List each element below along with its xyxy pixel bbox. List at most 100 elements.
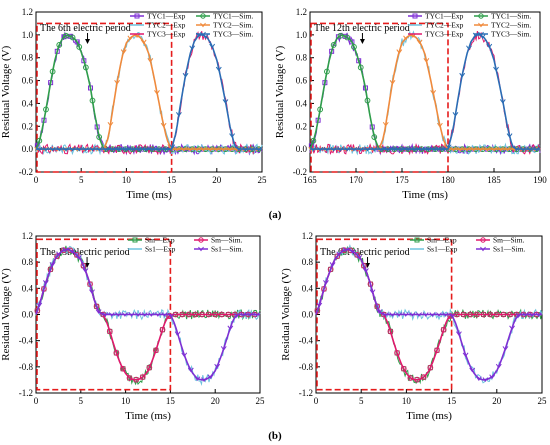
data-point [382,121,389,127]
data-point [400,365,407,372]
data-point [154,312,161,317]
data-point [403,35,409,41]
x-tick-label: 180 [441,175,455,185]
data-point [214,363,221,369]
data-point [493,311,500,318]
legend-label: TYC3—Exp [147,30,186,39]
data-point [336,251,343,257]
data-point [36,302,43,308]
data-point [255,146,262,152]
y-tick-label: 0.4 [296,98,308,108]
data-point [450,146,457,152]
data-point [354,252,361,258]
legend-marker [480,237,486,243]
data-point [200,146,207,152]
data-point [436,122,443,128]
legend-marker [132,237,138,243]
data-point [89,289,95,294]
data-point [364,97,371,104]
data-point [139,374,146,381]
data-point [418,146,425,152]
chart-panel-b-right: 0 5 10 15 20 25 -1.2 -0.8 -0.4 0.0 0.4 0.8 1.2 Time (… [280,231,547,422]
x-tick-label: 165 [303,175,317,185]
data-point [76,146,83,152]
data-point [179,311,186,318]
series-line [310,34,540,150]
data-point [43,106,49,113]
data-point [182,72,189,78]
data-point [515,312,522,318]
x-tick-label: 190 [533,175,547,185]
data-point [122,146,129,152]
data-point [469,367,476,373]
data-point [202,34,209,39]
y-tick-label: 0.4 [302,283,314,293]
x-tick-label: 0 [314,396,319,406]
data-point [351,44,357,50]
data-point [56,146,63,152]
data-point [362,268,369,273]
data-point [337,146,344,152]
data-point [207,146,214,152]
data-point [416,39,423,45]
period-highlight-box [36,22,173,173]
data-point [369,289,376,294]
data-point [220,346,227,351]
data-point [80,262,87,269]
x-tick-label: 25 [258,175,268,185]
data-point [330,146,337,152]
period-highlight-box [310,22,449,173]
y-axis-label: Residual Voltage (V) [274,45,286,138]
data-point [432,146,439,152]
data-point [526,146,533,152]
data-point [43,146,49,152]
y-tick-label: 0.0 [296,144,308,154]
panel-label-a: (a) [269,209,282,221]
y-tick-label: 1.0 [296,30,308,40]
y-tick-label: 0.8 [22,257,34,267]
data-point [382,312,389,317]
data-point [114,79,121,85]
data-point [371,134,378,140]
legend-marker [478,13,484,19]
legend-label: Ss1—Sim. [493,245,525,254]
y-tick-label: -1.2 [19,388,33,398]
data-point [378,146,384,152]
period-annotation: The 6st electric period [320,247,410,258]
data-point [475,376,482,382]
data-point [497,146,504,152]
data-point [207,374,214,380]
y-tick-label: -0.2 [19,167,33,177]
data-point [36,137,43,144]
data-point [49,146,56,152]
data-point [107,121,114,127]
data-point [522,312,529,317]
data-point [394,350,400,356]
panel-label-b: (b) [268,430,282,442]
legend-marker [198,246,204,252]
data-point [347,247,354,254]
data-point [343,247,349,252]
data-point [504,146,511,152]
data-point [396,49,403,54]
data-point [387,328,394,335]
annotation-arrowhead [85,39,91,44]
x-tick-label: 5 [79,396,84,406]
data-point [148,312,155,317]
data-point [49,262,56,267]
annotation-arrowhead [359,39,365,44]
data-point [140,39,147,45]
data-point [416,312,422,317]
data-point [456,331,462,336]
data-point [466,45,472,51]
data-point [356,254,363,260]
data-point [213,146,220,152]
data-point [371,146,378,152]
x-axis-label: Time (ms) [125,410,171,422]
series-line [309,30,541,156]
chart-panel-a-right: 165 170 175 180 185 190 -0.2 0.0 0.2 0.4 0.6 0.8 1.0… [274,7,547,201]
data-point [452,112,459,117]
y-tick-label: 0.6 [296,76,308,86]
data-point [462,352,469,358]
